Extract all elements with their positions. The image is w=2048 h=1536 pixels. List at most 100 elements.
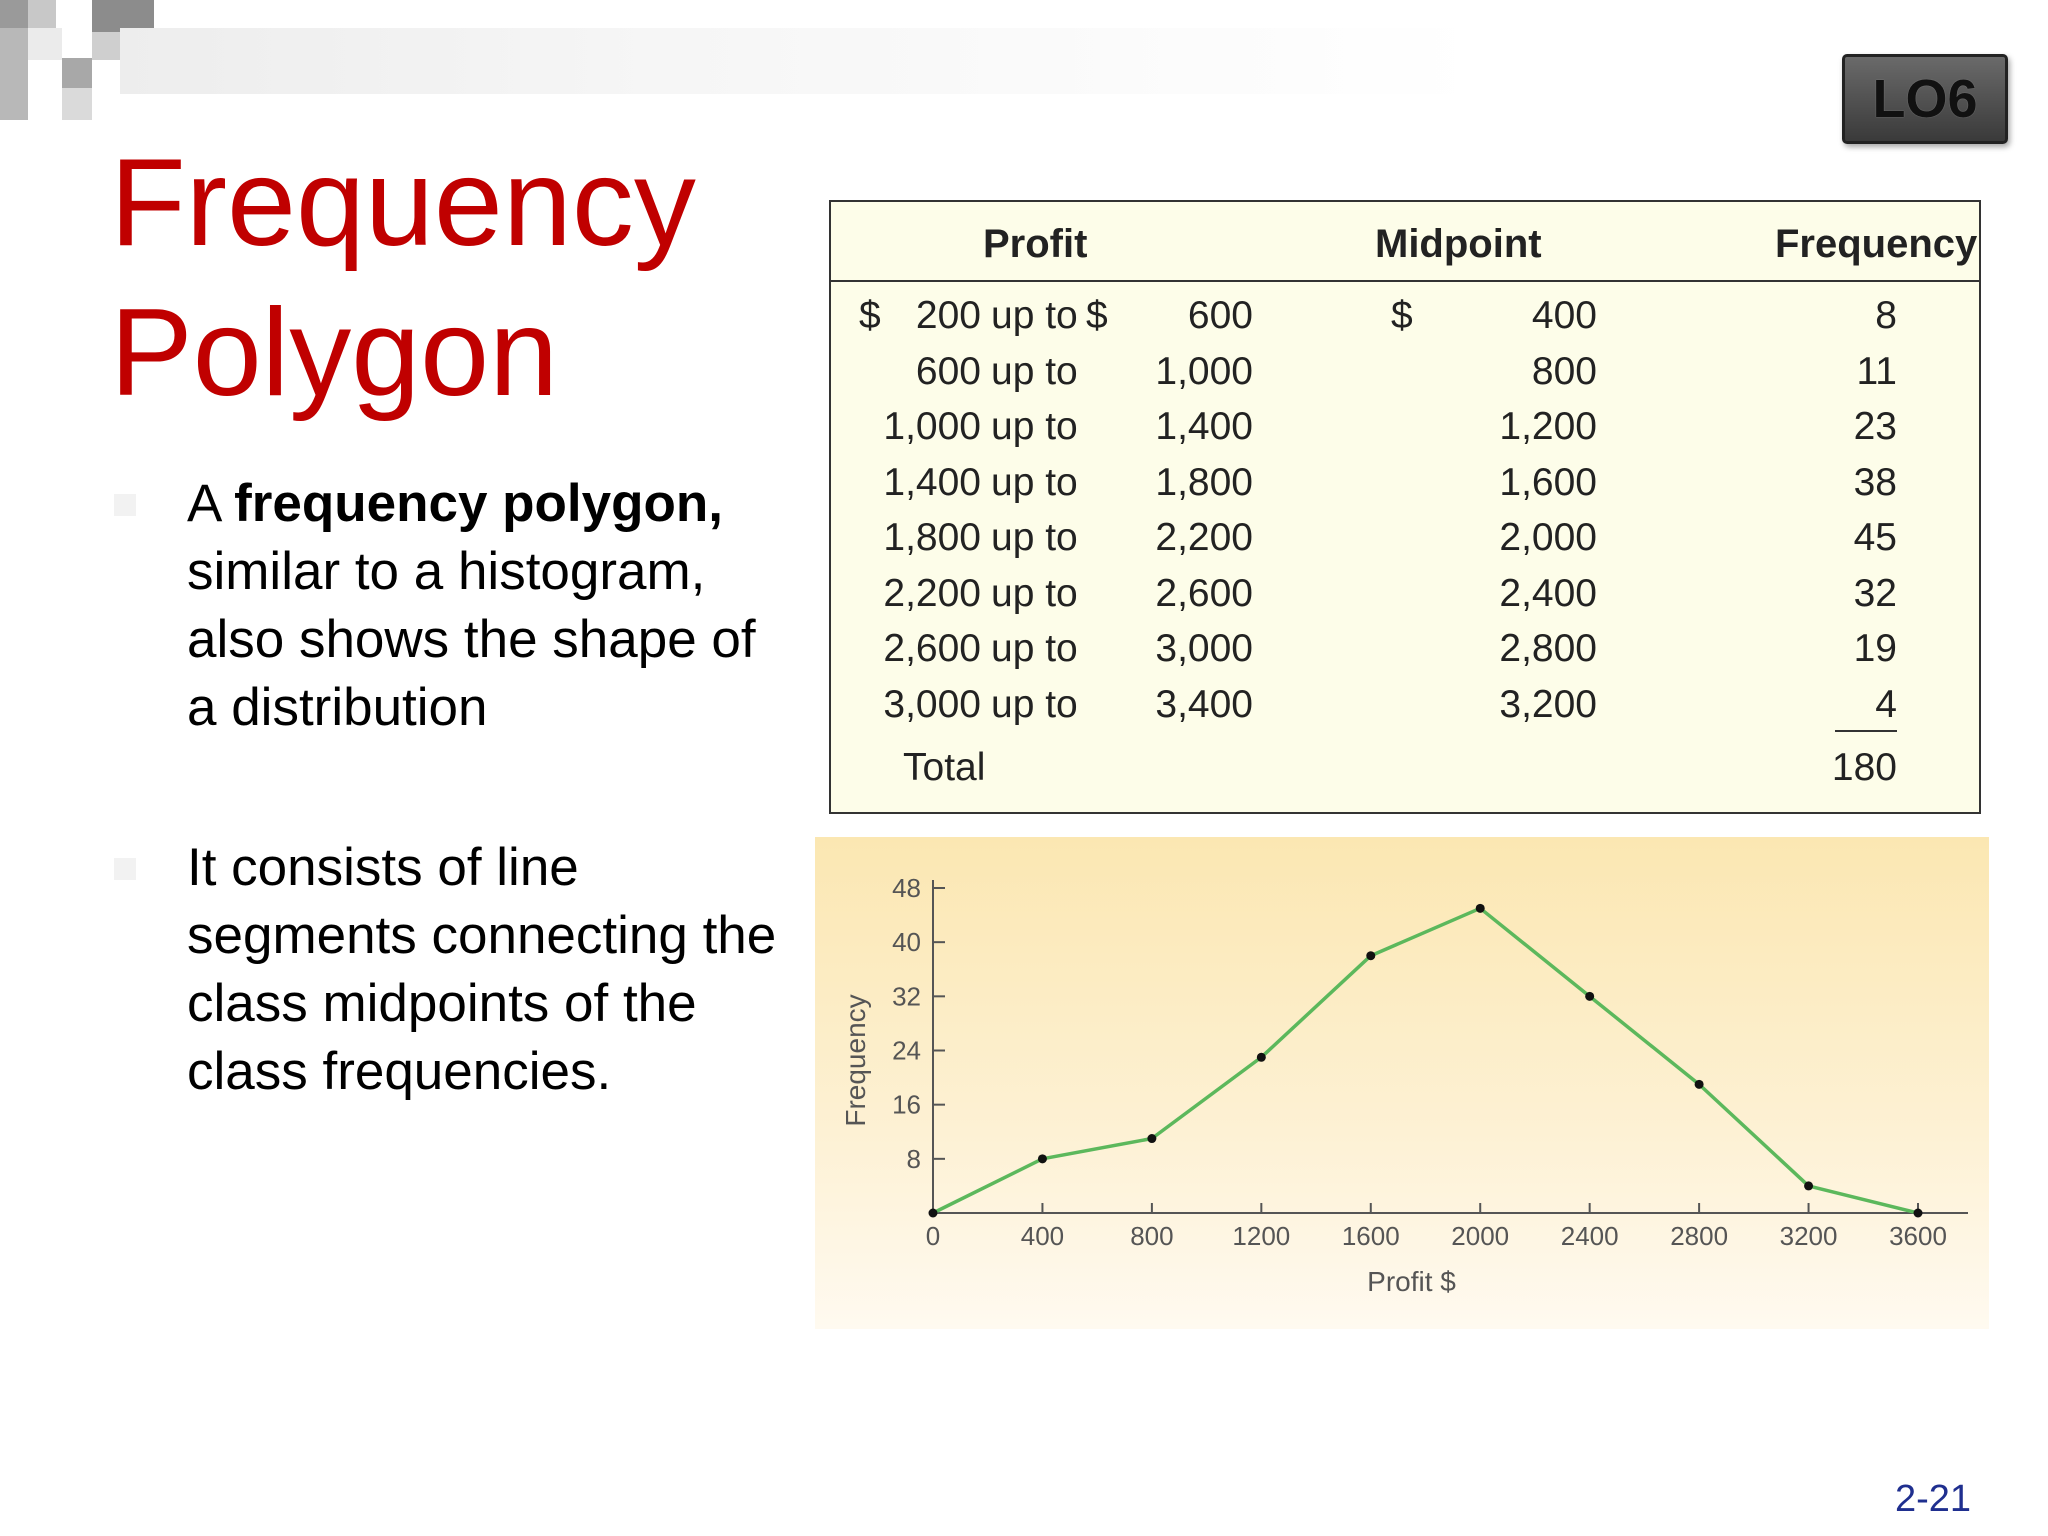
- cell-upto: up to: [991, 405, 1078, 448]
- cell-low: 1,400: [883, 460, 981, 504]
- y-tick-label: 24: [892, 1036, 921, 1066]
- cell-upto: up to: [991, 516, 1078, 559]
- cell-mid: 2,400: [1499, 571, 1597, 615]
- data-point: [1804, 1181, 1814, 1191]
- slide-title: Frequency Polygon: [110, 128, 810, 428]
- chart-svg: 0 400 800 1200 1600 2000 2400 2800 3200 3600 8 16 24…: [840, 873, 1968, 1297]
- cell-high: 1,000: [1155, 349, 1253, 393]
- cell-upto: up to: [991, 571, 1078, 615]
- table-row: 2,200 up to 2,600 2,400 32: [831, 572, 1979, 627]
- cell-low: 200: [915, 294, 981, 337]
- data-point: [1694, 1079, 1704, 1089]
- bullet-item: A frequency polygon, similar to a histog…: [110, 470, 790, 742]
- bullet-text: It consists of line segments connecting …: [187, 838, 777, 1101]
- title-line-2: Polygon: [110, 284, 559, 422]
- square-bullet-icon: [114, 858, 136, 880]
- cell-high: 1,400: [1155, 405, 1253, 448]
- bullet-item: It consists of line segments connecting …: [110, 834, 790, 1106]
- y-tick-label: 16: [892, 1090, 921, 1120]
- cell-mid: 2,800: [1499, 627, 1597, 670]
- data-point: [1475, 903, 1485, 913]
- data-point: [1147, 1134, 1157, 1144]
- bullet-text: A: [187, 474, 235, 533]
- cell-upto: up to: [991, 682, 1078, 726]
- cell-upto: up to: [991, 460, 1078, 504]
- x-tick-label: 2000: [1451, 1221, 1509, 1251]
- cell-freq: 38: [1853, 460, 1897, 504]
- cell-low: 2,200: [883, 571, 981, 615]
- cell-high: 3,400: [1155, 682, 1253, 726]
- cell-freq: 23: [1853, 405, 1897, 448]
- title-line-1: Frequency: [110, 134, 696, 272]
- total-value: 180: [1831, 746, 1897, 789]
- cell-mid: 1,600: [1499, 460, 1597, 504]
- learning-objective-badge: LO6: [1842, 54, 2008, 144]
- data-point: [1585, 991, 1595, 1001]
- square-bullet-icon: [114, 494, 136, 516]
- x-tick-label: 3600: [1889, 1221, 1947, 1251]
- cell-dollar: $: [859, 294, 881, 337]
- y-tick-label: 32: [892, 981, 921, 1011]
- data-point: [928, 1208, 938, 1218]
- badge-label: LO6: [1872, 69, 1978, 129]
- y-tick-label: 48: [892, 873, 921, 903]
- cell-freq: 45: [1853, 516, 1897, 559]
- table-row: 1,400 up to 1,800 1,600 38: [831, 461, 1979, 516]
- x-tick-label: 0: [926, 1221, 940, 1251]
- header-profit: Profit: [983, 222, 1088, 266]
- table-row: 3,000 up to 3,400 3,200 4: [831, 683, 1979, 738]
- cell-upto: up to: [991, 294, 1078, 337]
- cell-low: 1,800: [883, 516, 981, 559]
- cell-mid: 3,200: [1499, 682, 1597, 726]
- x-tick-label: 400: [1021, 1221, 1064, 1251]
- cell-freq: 8: [1875, 294, 1897, 337]
- header-band: [120, 28, 1480, 94]
- bullet-bold-term: frequency polygon,: [234, 474, 723, 533]
- sum-divider: [1835, 730, 1897, 732]
- x-tick-label: 2800: [1670, 1221, 1728, 1251]
- frequency-polygon-chart: 0 400 800 1200 1600 2000 2400 2800 3200 3600 8 16 24…: [815, 837, 1989, 1329]
- x-tick-label: 800: [1130, 1221, 1173, 1251]
- table-row: 2,600 up to 3,000 2,800 19: [831, 627, 1979, 682]
- cell-high: 600: [1187, 294, 1253, 337]
- y-tick-label: 40: [892, 927, 921, 957]
- bullet-list: A frequency polygon, similar to a histog…: [110, 470, 790, 1106]
- cell-freq: 4: [1875, 682, 1897, 726]
- page-number: 2-21: [1895, 1478, 1972, 1520]
- series-line: [932, 906, 1919, 1215]
- cell-mid: 2,000: [1499, 516, 1597, 559]
- cell-high: 1,800: [1155, 460, 1253, 504]
- header-frequency: Frequency: [1775, 222, 1978, 266]
- x-tick-label: 3200: [1780, 1221, 1838, 1251]
- table-row: 600 up to 1,000 800 11: [831, 350, 1979, 405]
- table-row: $200 up to $600 $400 8: [831, 294, 1979, 349]
- x-tick-label: 2400: [1561, 1221, 1619, 1251]
- cell-low: 600: [915, 349, 981, 393]
- cell-mid: 800: [1531, 349, 1597, 393]
- x-tick-label: 1200: [1232, 1221, 1290, 1251]
- cell-high: 3,000: [1155, 627, 1253, 670]
- frequency-table: Profit Midpoint Frequency $200 up to $600 $…: [829, 200, 1981, 814]
- header-midpoint: Midpoint: [1375, 222, 1542, 266]
- data-point: [1913, 1208, 1923, 1218]
- cell-high: 2,600: [1155, 571, 1253, 615]
- cell-mid: 400: [1531, 294, 1597, 337]
- cell-upto: up to: [991, 627, 1078, 670]
- data-point: [1256, 1052, 1266, 1062]
- cell-freq: 11: [1856, 349, 1898, 393]
- cell-freq: 32: [1853, 571, 1897, 615]
- x-axis-label: Profit $: [1367, 1266, 1456, 1297]
- y-tick-label: 8: [907, 1144, 921, 1174]
- cell-mdollar: $: [1391, 294, 1413, 337]
- cell-high: 2,200: [1155, 516, 1253, 559]
- total-label: Total: [903, 746, 986, 789]
- data-point: [1366, 951, 1376, 961]
- table-header-row: Profit Midpoint Frequency: [831, 202, 1979, 282]
- cell-freq: 19: [1853, 627, 1897, 670]
- x-tick-label: 1600: [1342, 1221, 1400, 1251]
- cell-dollar2: $: [1086, 294, 1108, 337]
- decorative-header-blocks: [0, 0, 1500, 130]
- cell-low: 1,000: [883, 405, 981, 448]
- bullet-text: similar to a histogram, also shows the s…: [187, 542, 756, 737]
- table-row: 1,000 up to 1,400 1,200 23: [831, 405, 1979, 460]
